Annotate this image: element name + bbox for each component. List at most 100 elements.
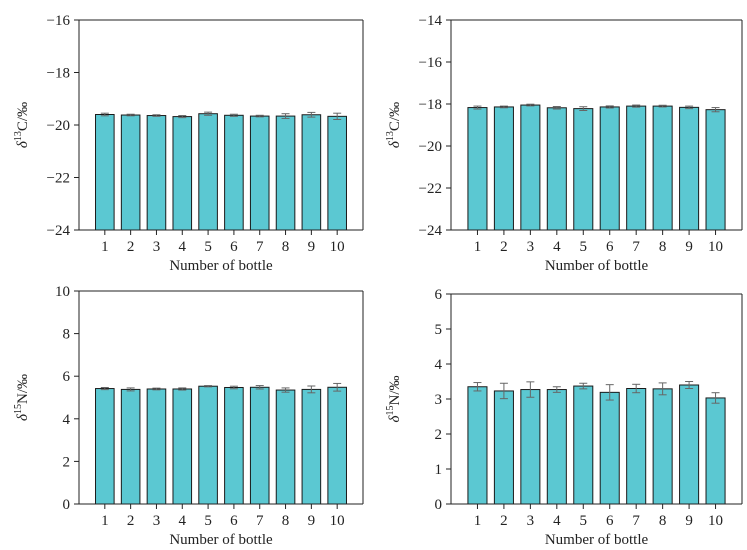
error-bar-3 <box>152 114 161 117</box>
bar-2 <box>493 106 514 231</box>
chart-panel-3: 1 2 3 4 5 6 7 8 9 10 0 2 4 6 8 10 Number of bottle δ15N/‰ <box>13 284 364 548</box>
x-axis-title: Number of bottle <box>169 258 273 274</box>
x-axis-title: Number of bottle <box>545 258 649 274</box>
x-tick-label-9: 9 <box>685 239 693 255</box>
error-bar-7 <box>632 104 641 108</box>
bar-10 <box>327 115 347 231</box>
error-bar-2 <box>499 105 508 109</box>
bar-2 <box>120 114 141 231</box>
y-tick-label: −18 <box>47 66 70 82</box>
error-bar-4 <box>552 106 561 110</box>
error-bar-4 <box>178 115 187 119</box>
y-axis-title: δ13C/‰ <box>385 102 403 148</box>
x-tick-label-6: 6 <box>606 513 614 529</box>
chart-panel-1: 1 2 3 4 5 6 7 8 9 10 −16 −18 −20 −22 −24 Number of bott… <box>13 13 364 274</box>
x-tick-label-9: 9 <box>308 513 316 529</box>
bar-5 <box>198 113 218 231</box>
error-bar-6 <box>605 384 614 401</box>
error-bar-5 <box>579 382 588 390</box>
x-tick-label-10: 10 <box>330 239 345 255</box>
y-tick-label: −16 <box>419 55 443 71</box>
bar-8 <box>275 389 296 505</box>
error-bar-2 <box>126 113 135 117</box>
bar-3 <box>146 115 167 231</box>
error-bar-9 <box>685 381 694 389</box>
bar-10 <box>705 397 726 505</box>
bar-8 <box>652 105 673 231</box>
y-tick-label: −20 <box>47 118 70 134</box>
y-tick-label: 2 <box>63 454 71 470</box>
bar-6 <box>224 386 244 505</box>
bar-6 <box>599 391 620 505</box>
x-tick-label-5: 5 <box>204 513 212 529</box>
bar-1 <box>95 114 115 231</box>
bar-9 <box>301 114 322 231</box>
y-tick-label: 1 <box>435 462 443 478</box>
error-bar-2 <box>126 387 135 392</box>
error-bar-6 <box>229 385 238 390</box>
bar-1 <box>467 386 488 505</box>
bar-7 <box>249 386 270 505</box>
x-tick-label-5: 5 <box>204 239 212 255</box>
error-bar-4 <box>178 387 187 391</box>
error-bar-10 <box>711 392 720 404</box>
x-axis-title: Number of bottle <box>169 532 273 548</box>
y-tick-label: 6 <box>63 369 71 385</box>
bar-4 <box>172 116 193 231</box>
error-bar-6 <box>229 113 238 117</box>
x-axis-title: Number of bottle <box>545 532 649 548</box>
x-tick-label-5: 5 <box>580 513 588 529</box>
y-axis-title: δ13C/‰ <box>13 102 31 148</box>
error-bar-8 <box>658 104 667 108</box>
error-bar-3 <box>526 381 535 398</box>
x-tick-label-1: 1 <box>474 513 482 529</box>
bar-5 <box>573 108 594 231</box>
bar-5 <box>573 385 594 505</box>
bar-7 <box>626 388 647 505</box>
y-tick-label: 10 <box>55 284 70 300</box>
x-tick-label-10: 10 <box>708 513 723 529</box>
bar-2 <box>493 390 514 505</box>
x-tick-label-3: 3 <box>153 513 161 529</box>
y-tick-label: 2 <box>435 427 443 443</box>
y-tick-label: −18 <box>419 97 442 113</box>
y-tick-label: −24 <box>47 223 71 239</box>
bar-6 <box>224 114 244 231</box>
x-tick-label-6: 6 <box>230 239 238 255</box>
x-tick-label-4: 4 <box>179 513 187 529</box>
x-tick-label-4: 4 <box>553 239 561 255</box>
bar-9 <box>679 106 700 231</box>
x-tick-label-2: 2 <box>500 513 508 529</box>
y-tick-label: 5 <box>435 322 443 338</box>
bar-10 <box>705 109 726 231</box>
y-tick-label: −24 <box>419 223 443 239</box>
bar-3 <box>520 104 541 231</box>
error-bar-5 <box>204 111 213 116</box>
bar-6 <box>599 106 620 231</box>
error-bar-7 <box>632 383 641 394</box>
error-bar-1 <box>473 382 482 392</box>
x-tick-label-9: 9 <box>685 513 693 529</box>
error-bar-5 <box>204 385 213 388</box>
y-tick-label: 0 <box>435 497 443 513</box>
error-bar-3 <box>152 387 161 391</box>
error-bar-7 <box>255 385 264 390</box>
x-tick-label-5: 5 <box>580 239 588 255</box>
x-tick-label-6: 6 <box>606 239 614 255</box>
error-bar-9 <box>307 385 316 394</box>
error-bar-1 <box>473 105 482 110</box>
error-bar-10 <box>711 107 720 113</box>
error-bar-8 <box>281 387 290 393</box>
y-tick-label: −22 <box>419 181 442 197</box>
x-tick-label-1: 1 <box>101 239 109 255</box>
error-bar-10 <box>333 382 342 392</box>
y-tick-label: 3 <box>435 392 443 408</box>
bar-7 <box>249 115 270 231</box>
x-tick-label-8: 8 <box>659 513 667 529</box>
bar-7 <box>626 105 647 231</box>
bar-2 <box>120 388 141 505</box>
bar-4 <box>546 389 567 505</box>
bar-4 <box>546 107 567 231</box>
bar-8 <box>652 388 673 505</box>
